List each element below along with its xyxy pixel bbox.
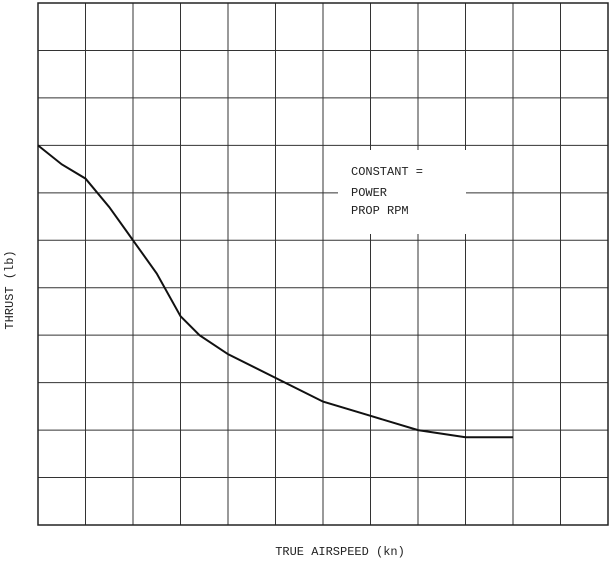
annotation-line: POWER <box>351 186 387 200</box>
data-line <box>37 144 513 439</box>
annotation-line: CONSTANT = <box>351 165 423 179</box>
y-axis-label: THRUST (lb) <box>3 250 17 329</box>
annotation-box <box>338 150 466 234</box>
plot-frame <box>37 2 609 526</box>
x-axis-label: TRUE AIRSPEED (kn) <box>275 545 405 559</box>
annotation-line: PROP RPM <box>351 204 409 218</box>
